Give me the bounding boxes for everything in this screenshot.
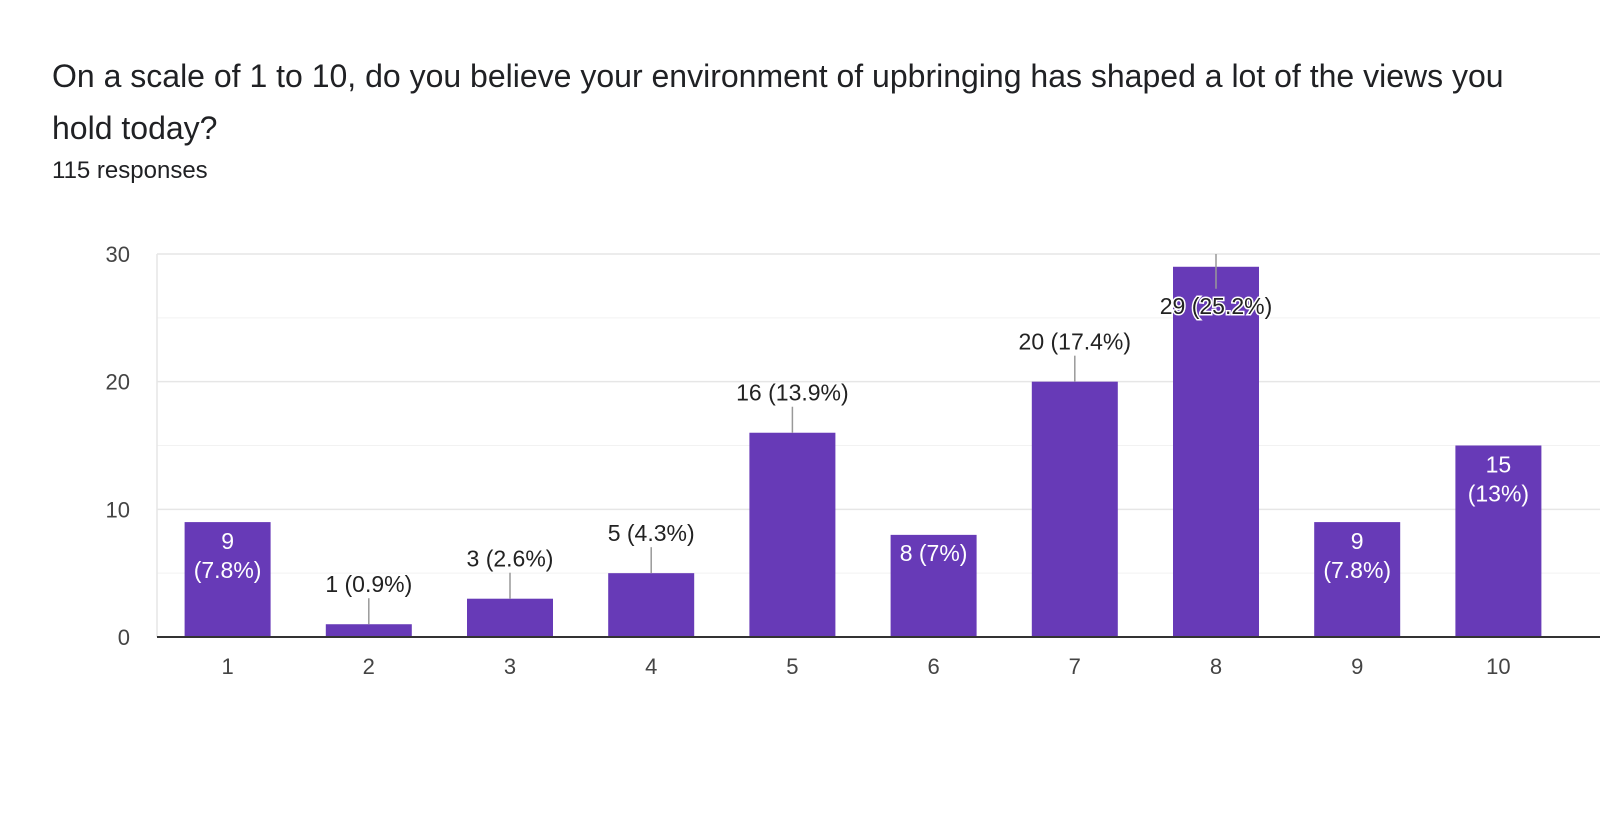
x-tick-label: 3: [504, 654, 516, 679]
data-label-percent: (7.8%): [194, 557, 262, 583]
question-title: On a scale of 1 to 10, do you believe yo…: [52, 58, 1504, 146]
data-label: 16 (13.9%): [736, 380, 849, 406]
bar-10: [1455, 445, 1542, 637]
x-tick-label: 1: [221, 654, 233, 679]
data-label: 5 (4.3%): [608, 520, 695, 546]
x-tick-label: 7: [1069, 654, 1081, 679]
data-label-value: 9: [221, 528, 234, 554]
bar-5: [749, 432, 836, 637]
data-label: 3 (2.6%): [467, 546, 554, 572]
bar-7: [1031, 381, 1118, 637]
x-tick-label: 10: [1486, 654, 1510, 679]
bar-2: [325, 624, 412, 637]
bar-4: [608, 573, 695, 637]
y-tick-label: 10: [106, 497, 130, 522]
x-tick-label: 4: [645, 654, 657, 679]
bar-6: [890, 534, 977, 637]
data-label: 20 (17.4%): [1019, 329, 1132, 355]
bar-9: [1314, 522, 1401, 637]
y-tick-label: 0: [118, 625, 130, 650]
x-tick-label: 5: [786, 654, 798, 679]
data-label: 29 (25.2%): [1160, 293, 1273, 319]
x-tick-label: 9: [1351, 654, 1363, 679]
data-label-value: 15: [1486, 452, 1512, 478]
x-tick-label: 6: [927, 654, 939, 679]
bar-1: [184, 522, 271, 637]
data-label: 1 (0.9%): [325, 571, 412, 597]
data-label-percent: (13%): [1468, 481, 1529, 507]
y-tick-label: 30: [106, 242, 130, 267]
data-label-percent: (7.8%): [1323, 557, 1391, 583]
bar-3: [467, 598, 553, 637]
bar-8: [1173, 266, 1259, 637]
y-tick-label: 20: [106, 370, 130, 395]
x-tick-label: 8: [1210, 654, 1222, 679]
x-tick-label: 2: [363, 654, 375, 679]
response-count: 115 responses: [52, 157, 208, 184]
data-label: 8 (7%): [900, 540, 968, 566]
data-label-value: 9: [1351, 528, 1364, 554]
